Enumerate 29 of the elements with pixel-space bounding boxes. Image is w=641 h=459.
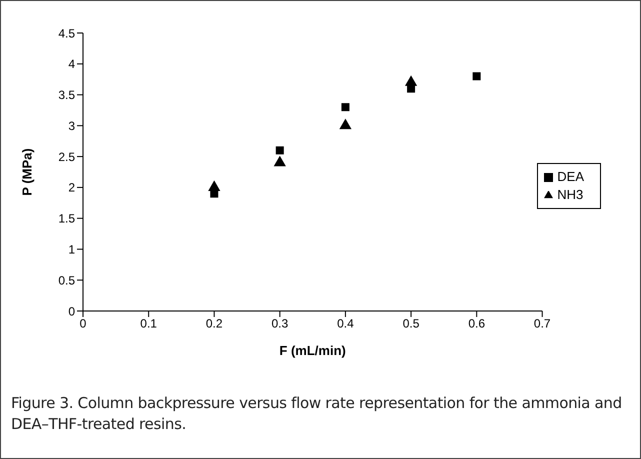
x-tick-label: 0 bbox=[80, 316, 87, 331]
point bbox=[472, 72, 481, 80]
x-axis-title: F (mL/min) bbox=[279, 343, 346, 358]
x-tick-label: 0.4 bbox=[337, 316, 354, 331]
x-tick-label: 0.7 bbox=[534, 316, 551, 331]
y-tick-label: 3 bbox=[68, 118, 76, 133]
y-tick-label: 4.5 bbox=[58, 26, 76, 40]
legend-label: DEA bbox=[557, 169, 584, 184]
y-tick-label: 2.5 bbox=[58, 150, 76, 164]
y-tick-label: 3.5 bbox=[58, 88, 76, 102]
y-tick-label: 1.5 bbox=[58, 212, 76, 226]
x-tick-label: 0.6 bbox=[468, 316, 486, 331]
x-tick-label: 0.1 bbox=[140, 316, 158, 331]
y-tick-label: 2 bbox=[68, 180, 76, 195]
x-tick-label: 0.5 bbox=[402, 316, 420, 331]
y-tick-label: 4 bbox=[68, 57, 76, 72]
point bbox=[274, 156, 286, 166]
y-tick-label: 1 bbox=[68, 242, 76, 256]
point bbox=[276, 146, 284, 154]
y-tick-label: 0 bbox=[68, 304, 76, 318]
y-axis-title: P (MPa) bbox=[20, 148, 35, 196]
point bbox=[341, 103, 350, 112]
caption: Figure 3. Column backpressure versus flow rate representation for the ammonia and DEA–THF-treated resins. bbox=[11, 393, 623, 435]
x-tick-label: 0.2 bbox=[206, 316, 223, 331]
x-tick-label: 0.3 bbox=[271, 316, 288, 331]
point bbox=[339, 118, 352, 130]
legend-label: NH3 bbox=[557, 187, 584, 202]
point bbox=[407, 84, 416, 93]
y-tick-label: 0.5 bbox=[58, 273, 76, 288]
